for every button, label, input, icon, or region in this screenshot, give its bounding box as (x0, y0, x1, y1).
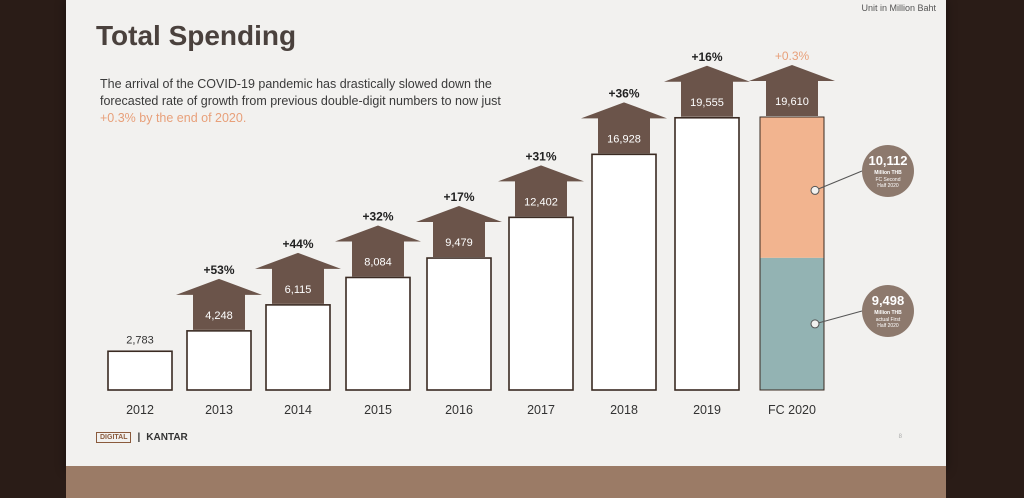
description-highlight: +0.3% by the end of 2020. (100, 111, 247, 125)
callout-desc1-second-half: FC Second (875, 177, 900, 183)
bottom-strip (66, 466, 946, 498)
value-label-2018: 16,928 (607, 133, 641, 145)
x-tick-label-2019: 2019 (693, 403, 721, 417)
value-label-2013: 4,248 (205, 310, 233, 322)
x-tick-label-2018: 2018 (610, 403, 638, 417)
value-label-2016: 9,479 (445, 237, 473, 249)
kantar-logo: KANTAR (146, 432, 188, 443)
description-main: The arrival of the COVID-19 pandemic has… (100, 77, 501, 108)
growth-label-fc-2020: +0.3% (775, 49, 810, 63)
callout-dot-second-half (810, 185, 820, 195)
bar-2015 (345, 276, 411, 391)
growth-arrow-2015 (335, 225, 421, 277)
bar-2013 (186, 330, 252, 391)
value-label-2017: 12,402 (524, 196, 558, 208)
logo-divider: | (137, 432, 141, 443)
growth-arrow-2016 (416, 206, 502, 258)
growth-label-2019: +16% (691, 50, 722, 64)
value-label-2019: 19,555 (690, 97, 724, 109)
spending-chart: 2,783 2012 +53% 4,248 2013 +44% 6,115 2014 +32% 8… (107, 49, 914, 417)
callout-unit-second-half: Million THB (874, 170, 902, 176)
x-tick-label-2016: 2016 (445, 403, 473, 417)
growth-label-2016: +17% (443, 190, 474, 204)
callout-value-first-half: 9,498 (872, 293, 905, 308)
callout-line-first-half (814, 310, 863, 325)
callout-desc2-second-half: Half 2020 (877, 183, 899, 189)
bar-2018 (591, 153, 657, 391)
value-label-fc-2020: 19,610 (775, 96, 809, 108)
growth-label-2015: +32% (362, 209, 393, 223)
unit-note: Unit in Million Baht (861, 3, 936, 13)
callout-desc2-first-half: Half 2020 (877, 323, 899, 329)
page-number: 8 (898, 434, 902, 440)
callout-desc1-first-half: actual First (876, 317, 901, 323)
slide-title: Total Spending (96, 20, 297, 51)
value-label-2014: 6,115 (285, 284, 312, 296)
growth-arrow-2019 (664, 65, 750, 117)
slide-description: The arrival of the COVID-19 pandemic has… (100, 76, 520, 127)
bar-2017 (508, 216, 574, 391)
growth-label-2017: +31% (525, 149, 556, 163)
growth-label-2018: +36% (608, 86, 639, 100)
bar-2012 (107, 350, 173, 391)
digital-logo: DIGITAL (96, 432, 132, 443)
x-tick-label-2015: 2015 (364, 403, 392, 417)
bar-2019 (674, 116, 740, 391)
bar-outline-fc-2020 (759, 116, 825, 391)
x-tick-label-2017: 2017 (527, 403, 555, 417)
x-tick-label-2014: 2014 (284, 403, 312, 417)
bar-2014 (265, 304, 331, 391)
bar-2016 (426, 257, 492, 391)
growth-label-2013: +53% (203, 263, 234, 277)
x-tick-label-fc-2020: FC 2020 (768, 403, 816, 417)
growth-label-2014: +44% (282, 237, 313, 251)
growth-arrow-2018 (581, 102, 667, 154)
footer-logos: DIGITAL | KANTAR (96, 432, 188, 443)
callout-bubble-second-half (862, 145, 914, 197)
callout-bubble-first-half (862, 285, 914, 337)
callout-line-second-half (814, 170, 863, 191)
x-tick-label-2013: 2013 (205, 403, 233, 417)
x-tick-label-2012: 2012 (126, 403, 154, 417)
presentation-slide: Total Spending The arrival of the COVID-… (66, 0, 946, 470)
growth-arrow-fc-2020 (749, 65, 835, 116)
callout-dot-first-half (810, 319, 820, 329)
value-label-2015: 8,084 (364, 256, 392, 268)
growth-arrow-2013 (176, 278, 262, 330)
growth-arrow-2014 (255, 252, 341, 304)
value-label-2012: 2,783 (126, 334, 154, 346)
callout-value-second-half: 10,112 (868, 153, 907, 168)
growth-arrow-2017 (498, 165, 584, 217)
callout-unit-first-half: Million THB (874, 310, 902, 316)
